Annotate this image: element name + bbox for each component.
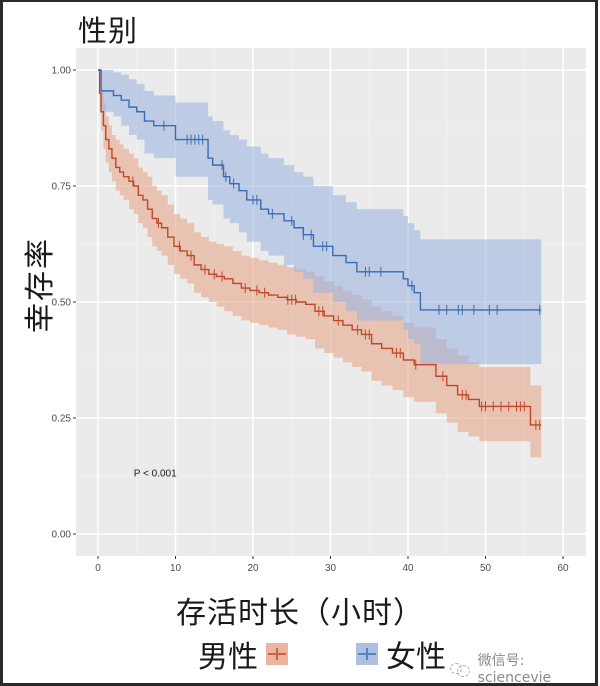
svg-text:1.00: 1.00: [52, 66, 72, 77]
legend-label-female: 女性: [386, 640, 446, 675]
svg-text:40: 40: [402, 563, 414, 574]
svg-text:30: 30: [325, 563, 337, 574]
y-axis-ticks: 0.00 0.25 0.50 0.75 1.00: [52, 66, 76, 541]
survival-curve-male: [98, 69, 542, 426]
confidence-band-female: [98, 70, 542, 365]
svg-text:0: 0: [95, 563, 101, 574]
legend-label-male: 男性: [198, 640, 258, 675]
x-axis-label: 存活时长（小时）: [176, 596, 424, 631]
svg-text:0.75: 0.75: [52, 182, 72, 193]
chart-title: 性别: [78, 14, 139, 48]
p-value-annotation: P < 0.001: [134, 469, 177, 480]
censor-marks: [132, 120, 541, 430]
confidence-bands: [98, 70, 542, 458]
watermark-text: 微信号: sciencevie: [477, 653, 552, 686]
wechat-icon: [450, 661, 470, 677]
svg-text:10: 10: [170, 563, 182, 574]
svg-text:50: 50: [480, 563, 492, 574]
svg-text:0.25: 0.25: [52, 414, 72, 425]
svg-text:0.00: 0.00: [52, 530, 72, 541]
svg-text:60: 60: [557, 563, 569, 574]
legend: 男性 女性: [198, 634, 446, 675]
legend-key-female: [356, 643, 378, 665]
svg-text:20: 20: [247, 563, 259, 574]
legend-key-male: [266, 643, 288, 665]
watermark: 微信号: sciencevie: [450, 650, 600, 686]
svg-text:0.50: 0.50: [52, 298, 72, 309]
x-axis-ticks: 0 10 20 30 40 50 60: [95, 556, 569, 574]
